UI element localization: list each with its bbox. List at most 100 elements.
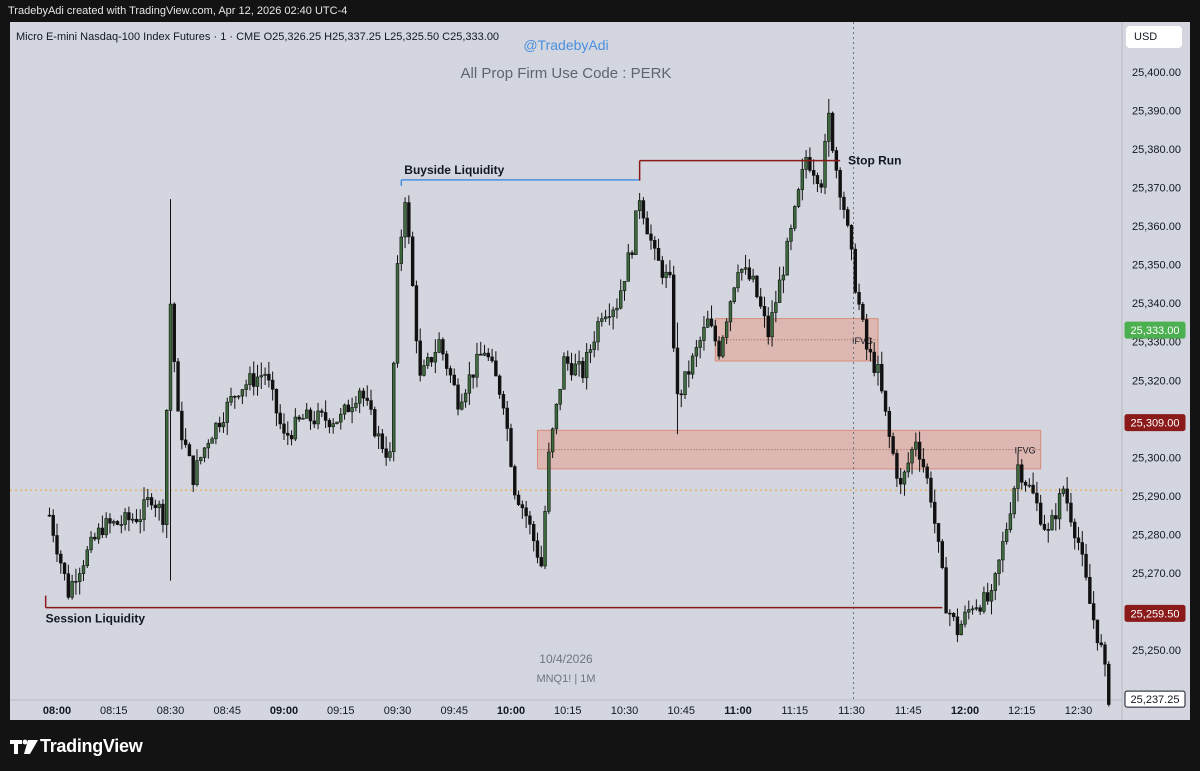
x-tick-label: 12:15 (1008, 705, 1036, 717)
ifvg-label: IFVG (1015, 446, 1036, 456)
candle-up (558, 388, 562, 405)
candle-down (452, 374, 456, 386)
candle-up (316, 410, 320, 425)
level-badge-box (1124, 414, 1186, 432)
candle-down (441, 339, 445, 355)
candle-down (471, 374, 475, 378)
candle-up (1001, 541, 1005, 561)
candle-down (713, 325, 718, 342)
y-tick-label: 25,390.00 (1132, 106, 1181, 118)
candle-up (467, 374, 472, 394)
candle-up (1057, 493, 1062, 520)
y-tick-label: 25,280.00 (1132, 529, 1181, 541)
candle-down (531, 524, 536, 542)
candle-up (123, 512, 127, 525)
candle-down (717, 340, 721, 357)
candle-up (157, 503, 161, 509)
candle-down (645, 217, 649, 235)
cursor-price-badge-label: 25,237.25 (1131, 694, 1180, 706)
candle-down (887, 411, 892, 437)
candle-down (917, 441, 922, 460)
candle-up (301, 417, 305, 420)
candle-up (989, 590, 994, 602)
candle-down (448, 368, 453, 376)
candle-down (414, 285, 419, 342)
candle-up (1008, 513, 1013, 530)
candle-up (615, 307, 619, 311)
candle-down (278, 412, 282, 425)
candle-down (1046, 529, 1050, 531)
candle-up (475, 353, 479, 378)
candle-up (293, 416, 298, 440)
watermark-handle: @TradebyAdi (523, 37, 609, 53)
candle-up (138, 519, 142, 523)
candle-down (55, 535, 59, 555)
candle-up (354, 402, 358, 408)
candle-down (819, 183, 823, 188)
candle-down (153, 504, 158, 509)
x-tick-label: 10:45 (667, 705, 695, 717)
candle-up (622, 281, 627, 292)
candle-down (755, 275, 759, 298)
candle-down (1095, 619, 1100, 644)
candle-up (607, 316, 612, 318)
candle-down (581, 360, 585, 379)
chart-pane[interactable]: 25,400.00 25,390.00 25,380.00 25,370.00 25,3… (10, 22, 1190, 720)
candle-up (214, 422, 218, 440)
candle-up (626, 252, 630, 282)
watermark-promo: All Prop Firm Use Code : PERK (460, 65, 672, 82)
candle-up (698, 340, 702, 348)
candle-down (747, 267, 752, 280)
candle-up (724, 321, 729, 338)
candle-up (104, 518, 108, 536)
candle-down (479, 353, 483, 356)
currency-button[interactable]: USD (1126, 26, 1182, 48)
candle-down (656, 248, 661, 261)
candle-up (142, 499, 146, 520)
candle-up (1016, 464, 1020, 489)
candle-down (429, 357, 434, 363)
candle-down (289, 434, 294, 440)
candle-up (240, 389, 245, 397)
candle-up (690, 355, 695, 375)
candle-down (766, 315, 770, 338)
symbol-ohlc-legend[interactable]: Micro E-mini Nasdaq-100 Index Futures · … (16, 31, 500, 43)
candle-down (161, 503, 165, 525)
candle-down (418, 340, 422, 376)
candle-up (460, 401, 464, 410)
candle-down (861, 303, 865, 320)
candle-down (1054, 515, 1058, 520)
price-chart[interactable]: 25,400.00 25,390.00 25,380.00 25,370.00 25,3… (10, 22, 1190, 720)
candle-down (1035, 492, 1039, 504)
candle-up (543, 511, 547, 567)
candle-down (407, 202, 411, 238)
candle-down (191, 455, 195, 485)
candle-down (490, 356, 494, 362)
candle-down (880, 363, 884, 392)
candle-up (967, 609, 971, 613)
x-tick-label: 11:45 (895, 705, 922, 717)
candle-up (244, 384, 248, 390)
ifvg-label: IFVG (852, 336, 873, 346)
last-price-badge-box (1124, 321, 1186, 339)
x-tick-label: 10:00 (497, 705, 525, 717)
candle-down (180, 410, 184, 441)
candle-up (388, 451, 392, 458)
candle-up (1027, 484, 1032, 487)
candle-down (369, 400, 373, 410)
candle-up (993, 573, 997, 591)
top-caption-bar: TradebyAdi created with TradingView.com,… (0, 0, 1200, 22)
candle-down (282, 423, 286, 434)
candle-down (811, 170, 816, 176)
candle-up (70, 581, 74, 598)
candle-up (550, 428, 555, 453)
cursor-price-badge-box (1124, 690, 1186, 708)
candle-down (47, 514, 52, 517)
candle-up (437, 339, 441, 353)
candle-down (660, 260, 665, 278)
candle-up (603, 316, 608, 320)
candle-down (187, 444, 192, 457)
y-tick-label: 25,360.00 (1132, 221, 1181, 233)
candle-up (210, 438, 214, 444)
candle-up (584, 352, 589, 379)
